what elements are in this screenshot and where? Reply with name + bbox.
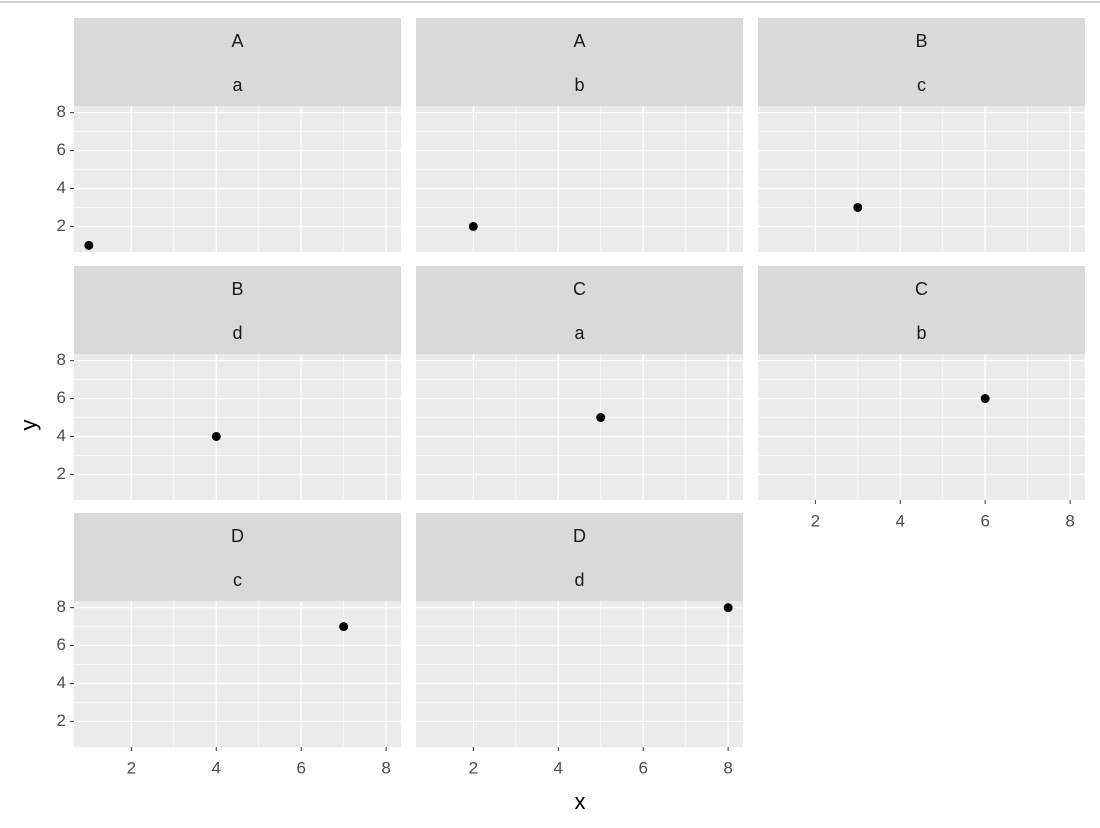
strip-label: d [574,570,584,590]
panel [416,354,743,500]
y-tick-label: 8 [57,350,66,369]
strip [758,266,1085,354]
strip-label: C [915,279,928,299]
panel [416,601,743,747]
strip [74,18,401,106]
strip-label: a [574,323,585,343]
strip-label: c [233,570,242,590]
panel [74,354,401,500]
strip-label: A [573,31,585,51]
point [980,394,990,404]
strip [74,513,401,601]
y-tick-label: 8 [57,597,66,616]
panel [416,106,743,252]
point [596,413,606,423]
x-tick-label: 8 [723,758,732,777]
point [84,240,94,250]
x-tick-label: 2 [811,511,820,530]
x-tick-label: 4 [896,511,905,530]
point [339,622,349,632]
strip-label: b [574,75,584,95]
y-tick-label: 6 [57,388,66,407]
strip-label: D [573,526,586,546]
x-tick-label: 8 [381,758,390,777]
x-tick-label: 2 [127,758,136,777]
x-tick-label: 2 [469,758,478,777]
x-axis-title: x [575,789,586,814]
strip-label: D [231,526,244,546]
strip [416,266,743,354]
point [468,221,478,231]
strip-label: b [916,323,926,343]
panel [74,601,401,747]
strip-label: c [917,75,926,95]
strip [416,513,743,601]
y-axis-title: y [16,420,41,431]
y-tick-label: 4 [57,673,66,692]
panel [74,106,401,252]
strip-label: B [231,279,243,299]
y-tick-label: 4 [57,178,66,197]
x-tick-label: 6 [296,758,305,777]
y-tick-label: 2 [57,464,66,483]
y-tick-label: 4 [57,426,66,445]
panel [758,354,1085,500]
strip [758,18,1085,106]
strip-label: d [232,323,242,343]
y-tick-label: 8 [57,102,66,121]
strip-label: a [232,75,243,95]
strip [74,266,401,354]
strip [416,18,743,106]
y-tick-label: 6 [57,140,66,159]
point [723,603,733,613]
x-tick-label: 4 [554,758,563,777]
strip-label: C [573,279,586,299]
strip-label: A [231,31,243,51]
x-tick-label: 8 [1065,511,1074,530]
x-tick-label: 4 [212,758,221,777]
strip-label: B [915,31,927,51]
point [853,202,863,212]
y-tick-label: 2 [57,711,66,730]
y-tick-label: 6 [57,635,66,654]
panel [758,106,1085,252]
y-tick-label: 2 [57,216,66,235]
x-tick-label: 6 [980,511,989,530]
x-tick-label: 6 [638,758,647,777]
point [211,431,221,441]
